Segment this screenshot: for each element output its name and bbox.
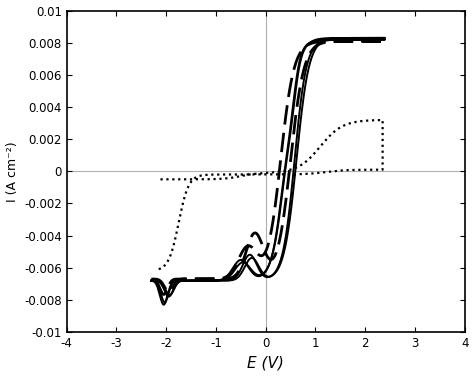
X-axis label: E (V): E (V) (247, 355, 284, 370)
Y-axis label: I (A cm⁻²): I (A cm⁻²) (6, 141, 18, 202)
